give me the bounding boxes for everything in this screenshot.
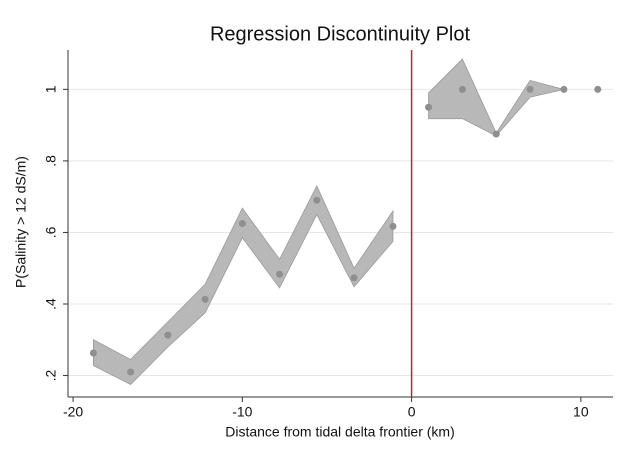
data-point <box>276 270 284 278</box>
x-axis-label: Distance from tidal delta frontier (km) <box>225 424 455 440</box>
data-point <box>526 85 534 93</box>
confidence-band <box>428 58 565 137</box>
x-tick-label: -20 <box>63 404 83 420</box>
y-tick-label: .2 <box>43 369 59 381</box>
data-point <box>389 222 397 230</box>
y-tick-label: .4 <box>43 298 59 310</box>
y-axis-label: P(Salinity > 12 dS/m) <box>13 156 29 288</box>
data-point <box>238 220 246 227</box>
data-point <box>313 196 321 204</box>
data-point <box>594 85 602 93</box>
data-point <box>492 130 500 138</box>
data-point <box>164 331 172 339</box>
y-tick-label: .8 <box>43 155 59 167</box>
data-point <box>458 85 466 93</box>
chart-title: Regression Discontinuity Plot <box>210 23 471 45</box>
x-tick-label: 0 <box>408 404 416 420</box>
data-point <box>425 103 433 111</box>
x-tick-label: -10 <box>232 404 252 420</box>
x-tick-label: 10 <box>573 404 589 420</box>
data-point <box>560 85 568 93</box>
data-point <box>201 295 209 303</box>
y-tick-label: 1 <box>43 85 59 93</box>
data-point <box>350 274 358 282</box>
data-point <box>89 349 97 357</box>
y-tick-label: .6 <box>43 226 59 238</box>
data-point <box>127 368 135 376</box>
